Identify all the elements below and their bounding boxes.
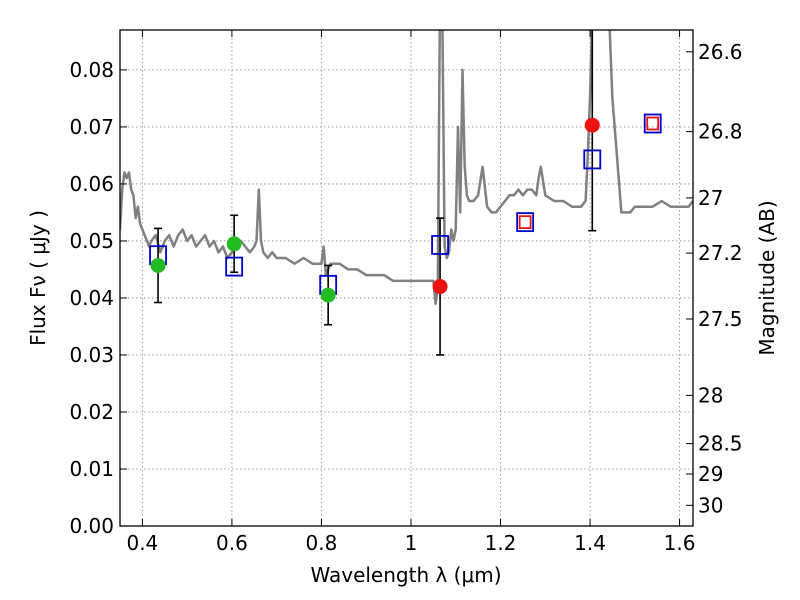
y-axis-title: Flux Fν ( μJy ) bbox=[26, 210, 50, 346]
y-tick-label: 0.07 bbox=[69, 115, 114, 139]
plot-frame bbox=[119, 29, 694, 527]
model-spectrum-line bbox=[120, 30, 693, 305]
plot-area bbox=[120, 30, 693, 526]
y-tick-label: 0.05 bbox=[69, 229, 114, 253]
y-tick-label: 0.04 bbox=[69, 286, 114, 310]
x-tick-label: 1.2 bbox=[485, 531, 517, 555]
magnitude-tick-label: 29 bbox=[698, 462, 723, 486]
magnitude-tick-label: 26.6 bbox=[698, 40, 743, 64]
marker-layer bbox=[149, 113, 662, 303]
grid-lines bbox=[120, 30, 693, 527]
model-photometry-square bbox=[643, 113, 662, 134]
observed-optical-point bbox=[320, 287, 336, 303]
x-tick-label: 1.6 bbox=[664, 531, 696, 555]
magnitude-tick-label: 27 bbox=[698, 186, 723, 210]
magnitude-tick-label: 28.5 bbox=[698, 432, 743, 456]
model-photometry-square bbox=[583, 149, 602, 170]
model-photometry-square bbox=[431, 235, 449, 255]
magnitude-tick-label: 26.8 bbox=[698, 120, 743, 144]
observed-optical-point bbox=[226, 236, 242, 252]
x-tick-label: 0.8 bbox=[306, 531, 338, 555]
magnitude-tick-label: 28 bbox=[698, 383, 723, 407]
x-tick-label: 0.4 bbox=[126, 531, 158, 555]
x-tick-label: 1 bbox=[405, 531, 418, 555]
model-spectrum-layer bbox=[120, 30, 693, 305]
y-tick-label: 0.01 bbox=[69, 457, 114, 481]
red-open-square bbox=[646, 116, 660, 131]
x-tick-label: 0.6 bbox=[216, 531, 248, 555]
y-tick-label: 0.03 bbox=[69, 343, 114, 367]
y-tick-label: 0.06 bbox=[69, 172, 114, 196]
y-tick-label: 0.00 bbox=[69, 514, 114, 538]
magnitude-tick-label: 30 bbox=[698, 493, 723, 517]
observed-nir-point bbox=[584, 117, 600, 133]
magnitude-tick-label: 27.2 bbox=[698, 241, 743, 265]
red-open-square bbox=[518, 215, 532, 230]
x-tick-label: 1.4 bbox=[574, 531, 606, 555]
magnitude-tick-label: 27.5 bbox=[698, 307, 743, 331]
y-tick-label: 0.08 bbox=[69, 58, 114, 82]
observed-optical-point bbox=[150, 257, 166, 273]
magnitude-axis-title: Magnitude (AB) bbox=[755, 200, 779, 355]
y-tick-label: 0.02 bbox=[69, 400, 114, 424]
observed-nir-point bbox=[432, 279, 448, 295]
axis-ticks: 0.4 0.6 0.8 1 1.2 1.4 1.6 0.00 0.01 0.02 0.03 0.04 0… bbox=[69, 30, 743, 555]
model-photometry-square bbox=[516, 212, 535, 233]
x-axis-title: Wavelength λ (μm) bbox=[310, 563, 501, 587]
model-photometry-square bbox=[225, 256, 244, 277]
